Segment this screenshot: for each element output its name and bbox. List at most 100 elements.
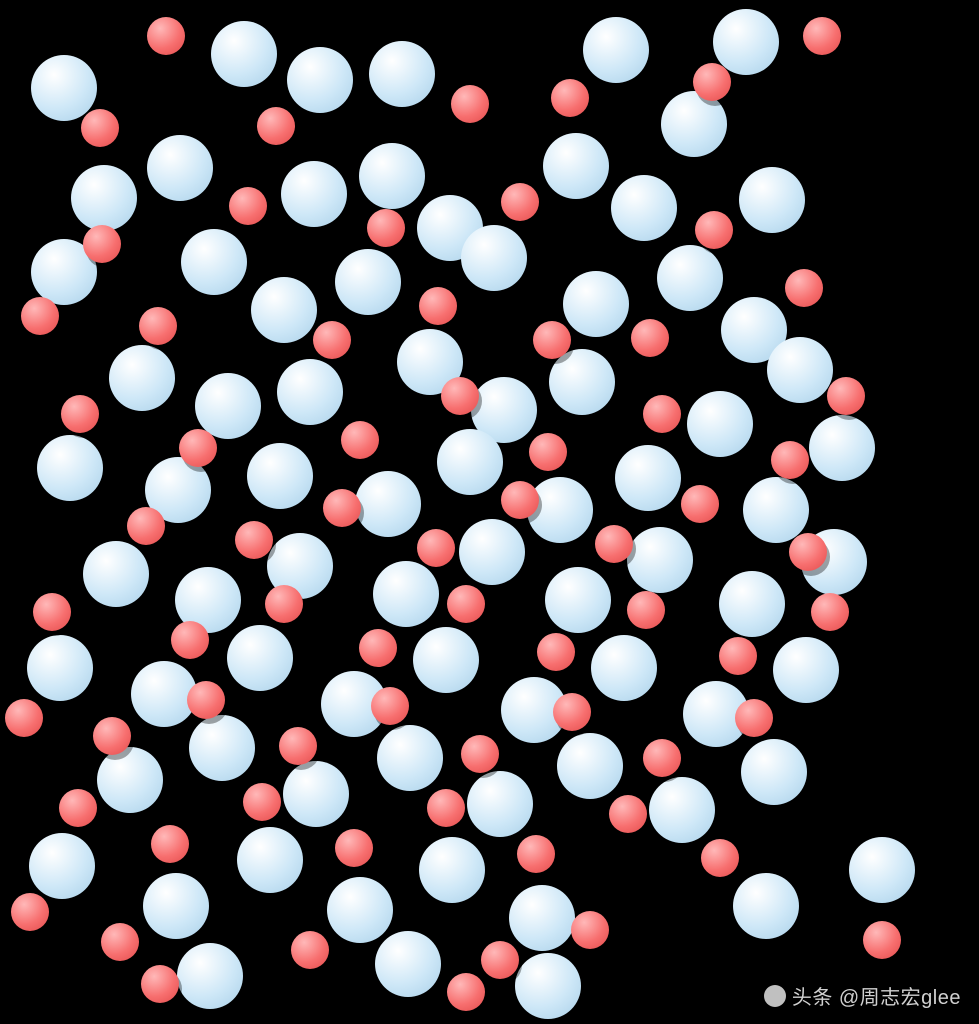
atom-small xyxy=(863,921,901,959)
atom-small xyxy=(147,17,185,55)
atom-small xyxy=(631,319,669,357)
atom-large xyxy=(773,637,839,703)
atom-small xyxy=(811,593,849,631)
atom-large xyxy=(687,391,753,457)
atom-small xyxy=(243,783,281,821)
atom-small xyxy=(609,795,647,833)
atom-small xyxy=(735,699,773,737)
atom-large xyxy=(713,9,779,75)
atom-small xyxy=(187,681,225,719)
watermark-text: 头条 @周志宏glee xyxy=(792,981,961,1010)
atom-large xyxy=(355,471,421,537)
atom-large xyxy=(627,527,693,593)
atom-small xyxy=(643,395,681,433)
atom-small xyxy=(803,17,841,55)
atom-small xyxy=(323,489,361,527)
atom-small xyxy=(83,225,121,263)
atom-small xyxy=(771,441,809,479)
atom-large xyxy=(283,761,349,827)
atom-small xyxy=(427,789,465,827)
atom-small xyxy=(371,687,409,725)
atom-large xyxy=(467,771,533,837)
atom-small xyxy=(551,79,589,117)
atom-small xyxy=(451,85,489,123)
atom-small xyxy=(179,429,217,467)
atom-large xyxy=(543,133,609,199)
atom-small xyxy=(533,321,571,359)
atom-large xyxy=(373,561,439,627)
atom-large xyxy=(375,931,441,997)
atom-large xyxy=(767,337,833,403)
atom-small xyxy=(627,591,665,629)
atom-small xyxy=(367,209,405,247)
atom-small xyxy=(481,941,519,979)
atom-large xyxy=(211,21,277,87)
atom-large xyxy=(359,143,425,209)
atom-large xyxy=(287,47,353,113)
atom-small xyxy=(447,585,485,623)
atom-large xyxy=(509,885,575,951)
atom-small xyxy=(81,109,119,147)
atom-small xyxy=(101,923,139,961)
atom-large xyxy=(719,571,785,637)
atom-small xyxy=(11,893,49,931)
atom-small xyxy=(265,585,303,623)
atom-large xyxy=(37,435,103,501)
atom-small xyxy=(141,965,179,1003)
atom-small xyxy=(789,533,827,571)
atom-small xyxy=(693,63,731,101)
atom-large xyxy=(251,277,317,343)
atom-small xyxy=(461,735,499,773)
atom-large xyxy=(657,245,723,311)
atom-large xyxy=(733,873,799,939)
atom-small xyxy=(447,973,485,1011)
atom-small xyxy=(441,377,479,415)
atom-large xyxy=(109,345,175,411)
atom-large xyxy=(557,733,623,799)
atom-small xyxy=(501,481,539,519)
atom-small xyxy=(553,693,591,731)
atom-small xyxy=(341,421,379,459)
atom-small xyxy=(257,107,295,145)
atom-small xyxy=(33,593,71,631)
atom-large xyxy=(849,837,915,903)
atom-large xyxy=(147,135,213,201)
atom-large xyxy=(743,477,809,543)
atom-small xyxy=(229,187,267,225)
atom-large xyxy=(515,953,581,1019)
atom-small xyxy=(571,911,609,949)
watermark-icon xyxy=(764,985,786,1007)
atom-large xyxy=(277,359,343,425)
atom-small xyxy=(501,183,539,221)
atom-small xyxy=(537,633,575,671)
atom-small xyxy=(171,621,209,659)
atom-large xyxy=(335,249,401,315)
atom-large xyxy=(377,725,443,791)
atom-small xyxy=(827,377,865,415)
atom-small xyxy=(529,433,567,471)
atom-small xyxy=(719,637,757,675)
atom-small xyxy=(235,521,273,559)
atom-large xyxy=(741,739,807,805)
atom-large xyxy=(143,873,209,939)
watermark: 头条 @周志宏glee xyxy=(764,981,961,1010)
atom-small xyxy=(417,529,455,567)
atom-small xyxy=(681,485,719,523)
atom-large xyxy=(461,225,527,291)
atom-large xyxy=(591,635,657,701)
atom-small xyxy=(127,507,165,545)
atom-large xyxy=(611,175,677,241)
atom-large xyxy=(413,627,479,693)
atom-small xyxy=(61,395,99,433)
atom-small xyxy=(313,321,351,359)
atom-large xyxy=(419,837,485,903)
atom-small xyxy=(59,789,97,827)
atom-large xyxy=(29,833,95,899)
atom-large xyxy=(237,827,303,893)
atom-large xyxy=(83,541,149,607)
atom-small xyxy=(701,839,739,877)
atom-small xyxy=(93,717,131,755)
atom-large xyxy=(615,445,681,511)
atom-large xyxy=(563,271,629,337)
atom-large xyxy=(177,943,243,1009)
